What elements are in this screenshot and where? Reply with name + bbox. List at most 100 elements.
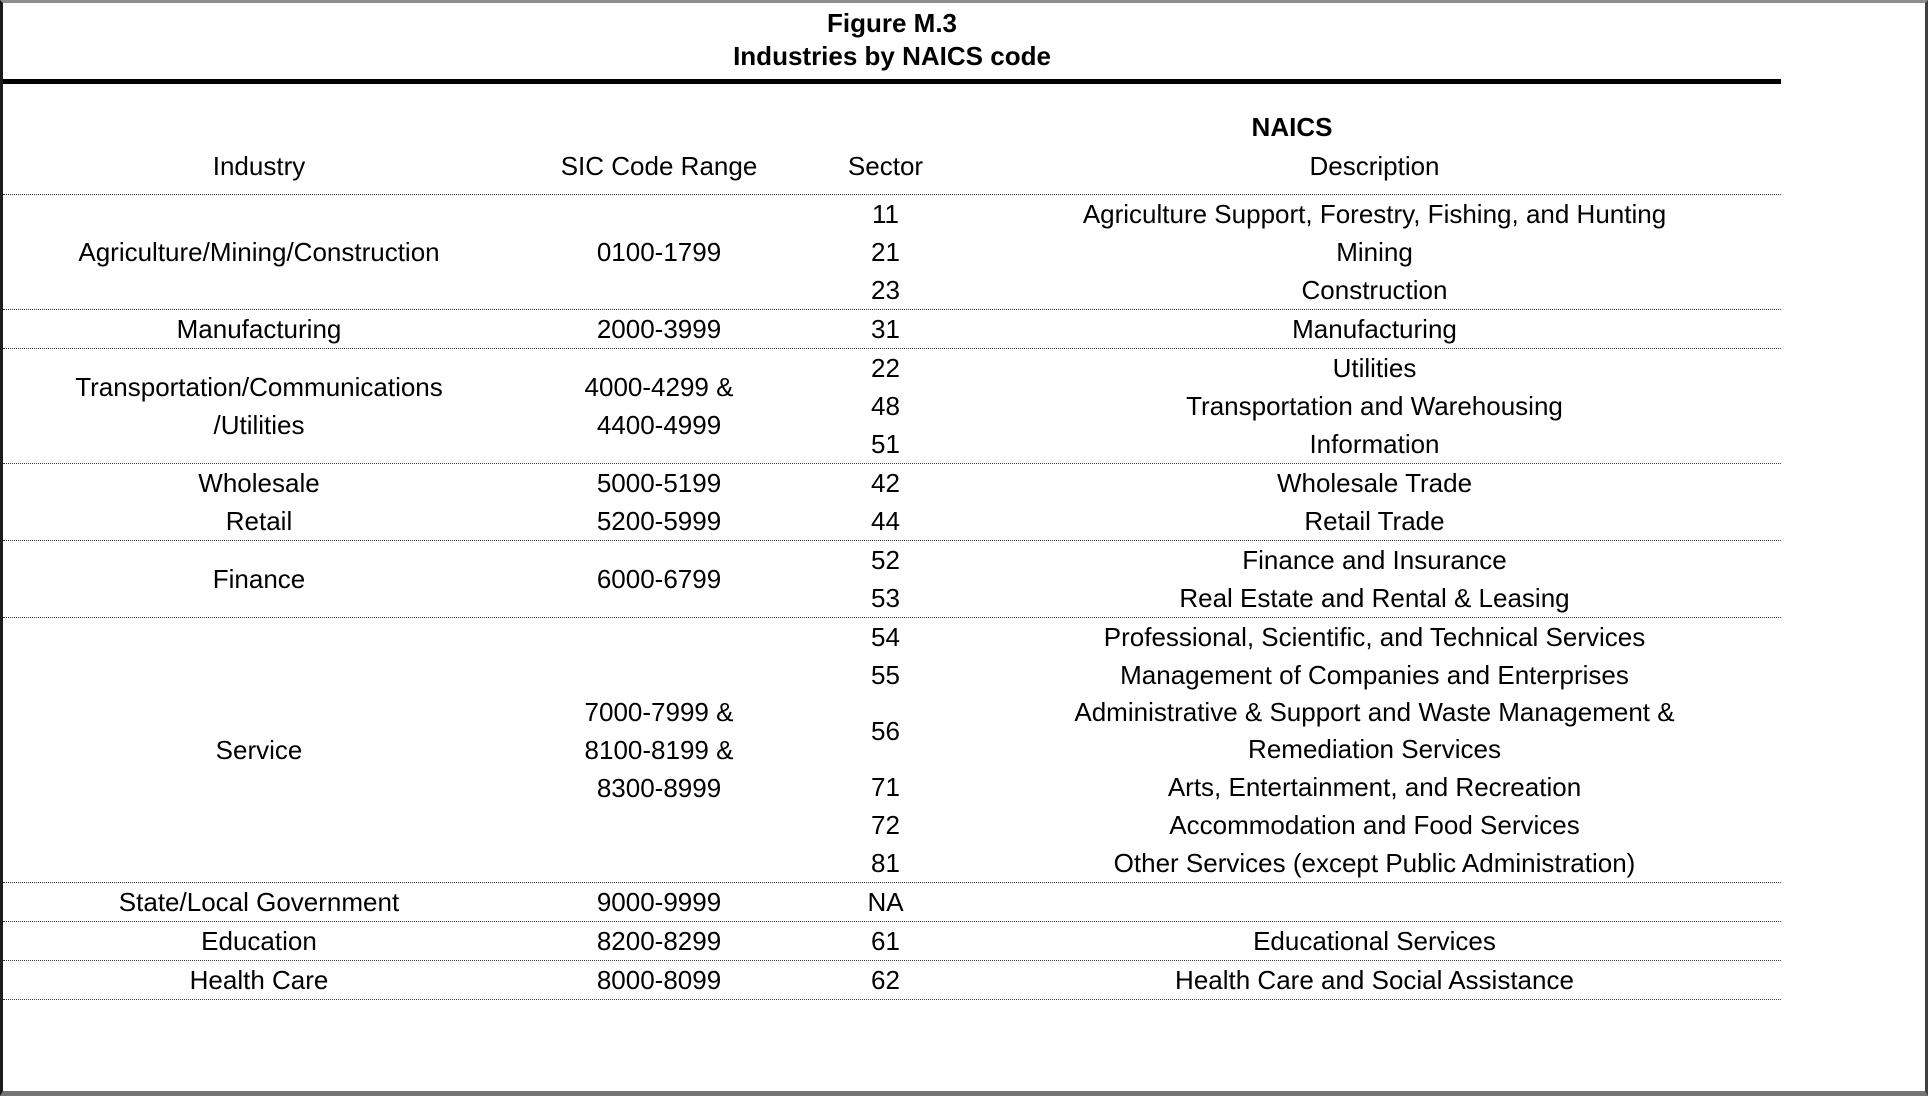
sector-value: 62 — [871, 964, 900, 995]
table-row: State/Local Government 9000-9999 NA — [3, 883, 1781, 922]
sector-value: 51 — [871, 428, 900, 459]
sic-range-cell: 0100-1799 — [515, 233, 803, 271]
sic-range-cell: 5000-5199 5200-5999 — [515, 464, 803, 540]
sic-range-cell: 8000-8099 — [515, 961, 803, 999]
description-value: Wholesale Trade — [968, 465, 1781, 502]
sector-value: 21 — [871, 236, 900, 267]
industry-label: Retail — [225, 506, 293, 536]
sector-value: 48 — [871, 390, 900, 421]
naics-entry: 23 Construction — [803, 271, 1781, 309]
naics-entry: 42 Wholesale Trade — [803, 464, 1781, 502]
industry-label: Health Care — [189, 965, 329, 995]
industry-cell: Transportation/Communications/Utilities — [3, 368, 515, 444]
sector-value: 72 — [871, 809, 900, 840]
description-line: Administrative & Support and Waste Manag… — [1074, 697, 1675, 727]
sic-range-label: 0100-1799 — [596, 237, 722, 267]
industry-label: /Utilities — [213, 410, 305, 440]
description-line: Mining — [1336, 236, 1413, 267]
description-value: Manufacturing — [968, 311, 1781, 348]
description-line: Management of Companies and Enterprises — [1120, 659, 1629, 690]
industry-cell: Finance — [3, 560, 515, 598]
naics-entry: 51 Information — [803, 425, 1781, 463]
table-row: Health Care 8000-8099 62 Health Care and So… — [3, 961, 1781, 1000]
sic-range-cell: 7000-7999 & 8100-8199 & 8300-8999 — [515, 693, 803, 807]
description-value: Information — [968, 426, 1781, 463]
description-line: Professional, Scientific, and Technical … — [1103, 621, 1646, 652]
description-line: Transportation and Warehousing — [1186, 390, 1563, 421]
table-body: Agriculture/Mining/Construction 0100-1799… — [3, 195, 1781, 1000]
naics-entry: 44 Retail Trade — [803, 502, 1781, 540]
naics-entry: 55 Management of Companies and Enterprise… — [803, 656, 1781, 694]
sic-range-label: 8200-8299 — [596, 926, 722, 956]
industry-cell: Health Care — [3, 961, 515, 999]
naics-entries-cell: 22 Utilities 48 Transportation and Warehous… — [803, 349, 1781, 463]
sic-range-cell: 8200-8299 — [515, 922, 803, 960]
figure-caption: Industries by NAICS code — [733, 41, 1051, 71]
sector-value: 23 — [871, 274, 900, 305]
sector-value: 54 — [871, 621, 900, 652]
description-value: Transportation and Warehousing — [968, 388, 1781, 425]
naics-entries-cell: 54 Professional, Scientific, and Technica… — [803, 618, 1781, 882]
sic-range-label: 5000-5199 — [596, 468, 722, 498]
description-value: Professional, Scientific, and Technical … — [968, 619, 1781, 656]
naics-group-row: NAICS — [3, 110, 1781, 144]
naics-entry: 11 Agriculture Support, Forestry, Fishing… — [803, 195, 1781, 233]
sector-value: 22 — [871, 352, 900, 383]
column-header-sector: Sector — [847, 151, 924, 181]
sector-value: NA — [867, 886, 904, 917]
table-row: Agriculture/Mining/Construction 0100-1799… — [3, 195, 1781, 310]
sector-value: 71 — [871, 771, 900, 802]
sic-range-label: 7000-7999 & — [584, 697, 734, 727]
description-line: Agriculture Support, Forestry, Fishing, … — [1082, 198, 1667, 229]
naics-entries-cell: 52 Finance and Insurance 53 Real Estate and… — [803, 541, 1781, 617]
sector-value: 61 — [871, 925, 900, 956]
description-value: Agriculture Support, Forestry, Fishing, … — [968, 196, 1781, 233]
naics-spacer — [3, 110, 515, 144]
description-line: Arts, Entertainment, and Recreation — [1167, 771, 1582, 802]
industry-label: State/Local Government — [118, 887, 400, 917]
naics-entry: 81 Other Services (except Public Administ… — [803, 844, 1781, 882]
naics-entry: 62 Health Care and Social Assistance — [803, 961, 1781, 999]
description-line: Construction — [1301, 274, 1448, 305]
title-divider — [3, 79, 1781, 84]
description-line: Manufacturing — [1292, 313, 1457, 344]
naics-entry: 31 Manufacturing — [803, 310, 1781, 348]
naics-entries-cell: 42 Wholesale Trade 44 Retail Trade — [803, 464, 1781, 540]
description-value: Educational Services — [968, 923, 1781, 960]
naics-entry: 22 Utilities — [803, 349, 1781, 387]
table-row: Manufacturing 2000-3999 31 Manufacturing — [3, 310, 1781, 349]
sic-range-label: 2000-3999 — [596, 314, 722, 344]
sector-value: 81 — [871, 847, 900, 878]
sector-value: 55 — [871, 659, 900, 690]
description-line: Accommodation and Food Services — [1169, 809, 1580, 840]
description-value: Mining — [968, 234, 1781, 271]
sic-range-cell: 4000-4299 & 4400-4999 — [515, 368, 803, 444]
description-value: Administrative & Support and Waste Manag… — [968, 694, 1781, 768]
industry-label: Manufacturing — [176, 314, 342, 344]
naics-entries-cell: 61 Educational Services — [803, 922, 1781, 960]
sector-value: 53 — [871, 582, 900, 613]
industry-cell: Education — [3, 922, 515, 960]
sic-range-cell: 2000-3999 — [515, 310, 803, 348]
industry-label: Service — [215, 735, 303, 765]
sector-value: 42 — [871, 467, 900, 498]
description-line: Educational Services — [1253, 925, 1496, 956]
naics-group-header: NAICS — [1251, 112, 1333, 142]
description-value: Finance and Insurance — [968, 542, 1781, 579]
description-line: Retail Trade — [1304, 505, 1445, 536]
naics-entries-cell: 11 Agriculture Support, Forestry, Fishing… — [803, 195, 1781, 309]
description-value: Utilities — [968, 350, 1781, 387]
sic-range-label: 8100-8199 & — [584, 735, 734, 765]
description-value: Health Care and Social Assistance — [968, 962, 1781, 999]
naics-entry: 21 Mining — [803, 233, 1781, 271]
sector-value: 31 — [871, 313, 900, 344]
naics-entry: 61 Educational Services — [803, 922, 1781, 960]
naics-entry: 71 Arts, Entertainment, and Recreation — [803, 768, 1781, 806]
industry-cell: Service — [3, 731, 515, 769]
table-row: Education 8200-8299 61 Educational Services — [3, 922, 1781, 961]
description-line: Health Care and Social Assistance — [1175, 964, 1574, 995]
description-line: Finance and Insurance — [1242, 544, 1507, 575]
naics-entry: 72 Accommodation and Food Services — [803, 806, 1781, 844]
naics-entries-cell: 31 Manufacturing — [803, 310, 1781, 348]
sector-value: 44 — [871, 505, 900, 536]
